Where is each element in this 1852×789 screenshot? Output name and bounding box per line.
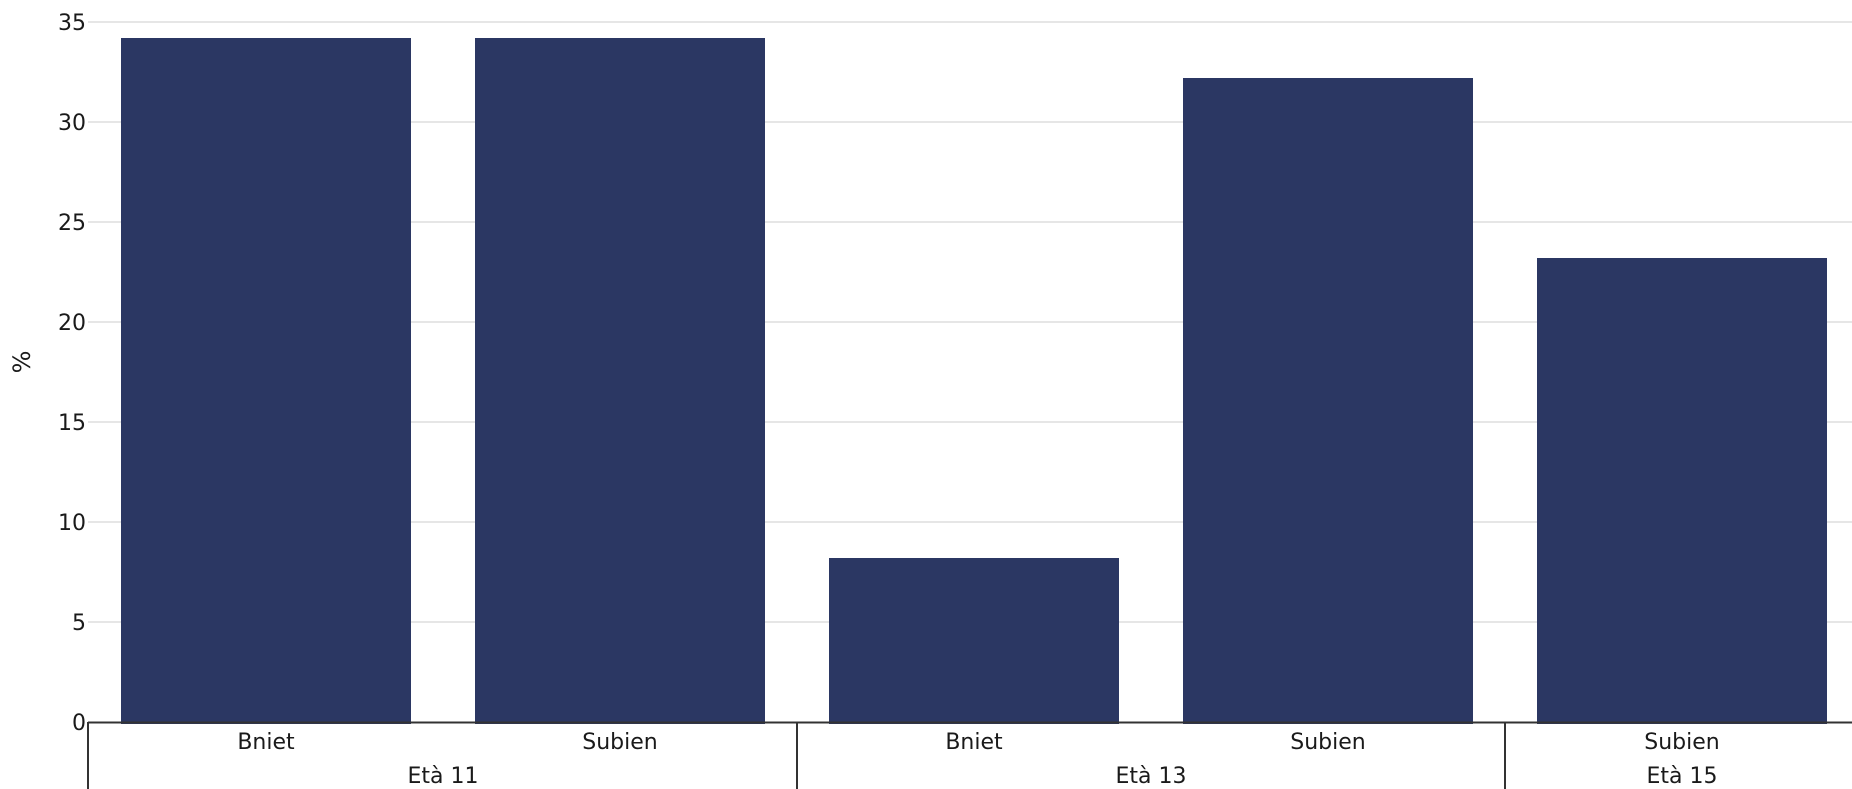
x-group-label: Età 15 xyxy=(1647,764,1718,789)
x-category-label: Subien xyxy=(582,730,657,755)
bar xyxy=(121,38,411,724)
x-category-label: Bniet xyxy=(237,730,295,755)
y-tick-label: 0 xyxy=(72,711,86,736)
y-tick-label: 10 xyxy=(58,511,86,536)
y-tick-label: 30 xyxy=(58,111,86,136)
y-tick-label: 20 xyxy=(58,311,86,336)
bar xyxy=(475,38,765,724)
bar xyxy=(1537,258,1827,724)
x-category-label: Bniet xyxy=(945,730,1003,755)
x-group-label: Età 13 xyxy=(1116,764,1187,789)
x-group-label: Età 11 xyxy=(408,764,479,789)
y-axis-title: % xyxy=(8,351,36,374)
labels: 0 5 10 15 20 25 30 35 Bniet Subien Bniet Subien Subi… xyxy=(58,11,1720,789)
y-tick-label: 35 xyxy=(58,11,86,36)
x-category-label: Subien xyxy=(1644,730,1719,755)
y-tick-label: 25 xyxy=(58,211,86,236)
y-tick-label: 15 xyxy=(58,411,86,436)
bar xyxy=(1183,78,1473,724)
bar xyxy=(829,558,1119,724)
x-category-label: Subien xyxy=(1290,730,1365,755)
y-tick-label: 5 xyxy=(72,611,86,636)
bars xyxy=(121,38,1827,724)
axes xyxy=(87,721,1852,789)
